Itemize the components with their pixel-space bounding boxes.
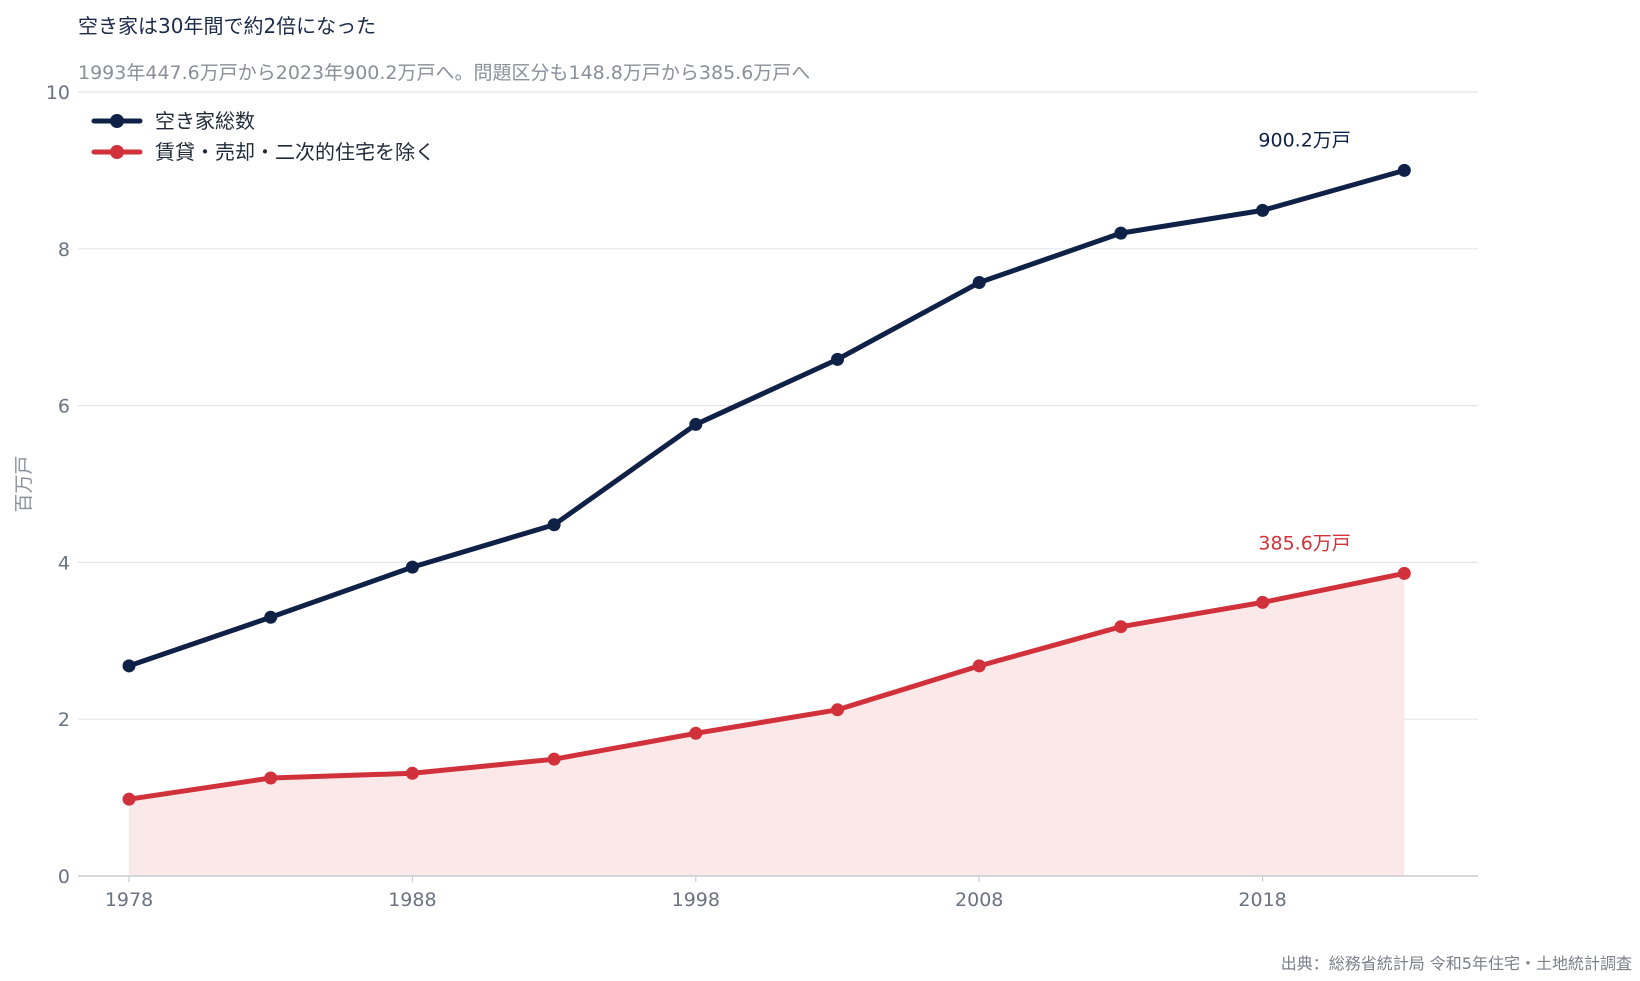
- data-point: [1397, 566, 1411, 580]
- data-point: [405, 766, 419, 780]
- end-labels: 900.2万戸 385.6万戸: [1258, 129, 1350, 554]
- data-point: [1114, 226, 1128, 240]
- data-point: [122, 659, 136, 673]
- x-tick-label: 1988: [388, 889, 436, 911]
- end-value-label: 900.2万戸: [1258, 129, 1350, 151]
- data-point: [689, 417, 703, 431]
- data-point: [547, 518, 561, 532]
- legend-marker: [110, 114, 124, 128]
- y-axis-label: 百万戸: [13, 455, 35, 512]
- series-line: [126, 570, 1407, 802]
- legend-label: 賃貸・売却・二次的住宅を除く: [155, 140, 435, 164]
- data-point: [547, 752, 561, 766]
- y-tick-label: 8: [58, 239, 70, 261]
- data-point: [1256, 595, 1270, 609]
- x-axis-ticks: 1978 1988 1998 2008 2018: [105, 876, 1287, 911]
- legend-label: 空き家総数: [155, 109, 255, 133]
- y-tick-label: 4: [58, 552, 70, 574]
- data-point: [264, 771, 278, 785]
- data-points: [122, 163, 1411, 806]
- data-point: [972, 659, 986, 673]
- source-note: 出典：総務省統計局 令和5年住宅・土地統計調査: [1280, 954, 1632, 973]
- area-fills: [129, 573, 1405, 876]
- data-point: [689, 726, 703, 740]
- legend-marker: [110, 145, 124, 159]
- data-point: [1114, 620, 1128, 634]
- chart-title: 空き家は30年間で約2倍になった: [78, 14, 377, 38]
- y-tick-label: 0: [58, 866, 70, 888]
- data-point: [122, 792, 136, 806]
- chart-subtitle: 1993年447.6万戸から2023年900.2万戸へ。問題区分も148.8万戸…: [78, 62, 811, 84]
- x-tick-label: 1998: [672, 889, 720, 911]
- y-tick-label: 6: [58, 396, 70, 418]
- x-tick-label: 2008: [955, 889, 1003, 911]
- y-tick-label: 2: [58, 709, 70, 731]
- series-area-fill: [129, 573, 1405, 876]
- data-point: [405, 560, 419, 574]
- series-lines: [126, 167, 1407, 802]
- end-value-label: 385.6万戸: [1258, 532, 1350, 554]
- series-line: [126, 167, 1407, 669]
- y-tick-label: 10: [46, 82, 70, 104]
- data-point: [1256, 203, 1270, 217]
- data-point: [264, 610, 278, 624]
- x-tick-label: 1978: [105, 889, 153, 911]
- data-point: [831, 703, 845, 717]
- data-point: [1397, 163, 1411, 177]
- data-point: [972, 276, 986, 290]
- data-point: [831, 352, 845, 366]
- x-tick-label: 2018: [1238, 889, 1286, 911]
- y-axis-ticks: 0 2 4 6 8 10: [46, 82, 70, 888]
